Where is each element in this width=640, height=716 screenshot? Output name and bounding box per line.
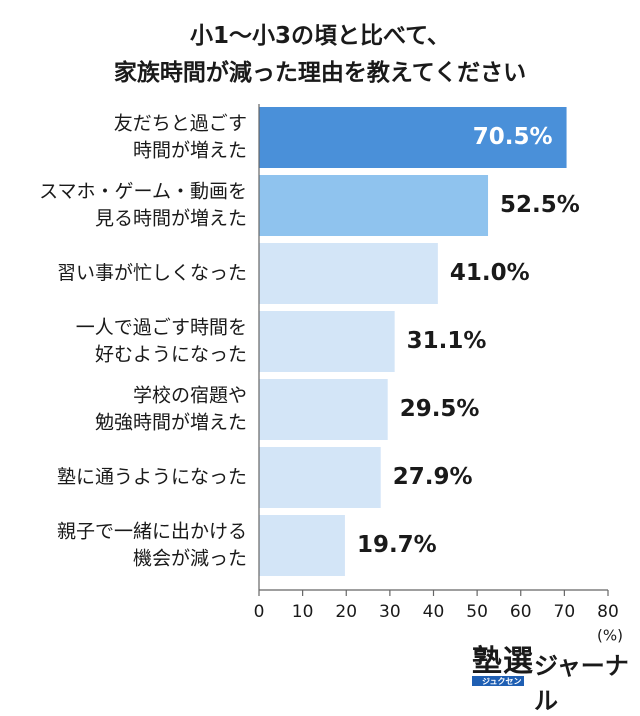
data-label: 27.9% — [393, 464, 473, 490]
category-label: 勉強時間が増えた — [95, 412, 247, 434]
logo-katakana: ジャーナル — [534, 652, 629, 715]
data-label: 19.7% — [357, 532, 437, 558]
bar — [259, 311, 395, 372]
x-tick-label: 10 — [292, 602, 314, 622]
brand-logo: 塾選 ジャーナル ジュクセン — [472, 636, 632, 715]
category-label: 友だちと過ごす — [114, 113, 247, 135]
bar — [259, 515, 345, 576]
category-label: 習い事が忙しくなった — [57, 262, 247, 284]
x-tick-label: 60 — [510, 602, 532, 622]
category-label: 見る時間が増えた — [95, 208, 247, 230]
bar — [259, 107, 567, 168]
logo-bar — [472, 676, 524, 686]
data-label: 70.5% — [473, 124, 553, 150]
bar — [259, 379, 388, 440]
bar — [259, 447, 381, 508]
data-label: 29.5% — [400, 396, 480, 422]
category-label: 機会が減った — [133, 548, 247, 570]
logo-small-text: ジュクセン — [482, 677, 522, 686]
category-label: 好むようになった — [95, 344, 247, 366]
x-tick-label: 20 — [335, 602, 357, 622]
category-label: 塾に通うようになった — [57, 466, 247, 488]
data-label: 41.0% — [450, 260, 530, 286]
x-tick-label: 0 — [254, 602, 265, 622]
data-label: 52.5% — [500, 192, 580, 218]
chart-title-line1: 小1〜小3の頃と比べて、 — [190, 23, 450, 49]
x-tick-label: 30 — [379, 602, 401, 622]
category-label: 学校の宿題や — [133, 385, 247, 407]
x-tick-label: 40 — [423, 602, 445, 622]
bar-chart: 友だちと過ごす時間が増えたスマホ・ゲーム・動画を見る時間が増えた習い事が忙しくな… — [39, 104, 623, 645]
data-label: 31.1% — [407, 328, 487, 354]
bar — [259, 175, 489, 236]
x-tick-label: 50 — [466, 602, 488, 622]
category-label: スマホ・ゲーム・動画を — [39, 181, 247, 203]
bar — [259, 243, 438, 304]
category-label: 時間が増えた — [133, 140, 247, 162]
chart-title-line2: 家族時間が減った理由を教えてください — [113, 60, 527, 86]
category-label: 親子で一緒に出かける — [57, 521, 247, 543]
x-tick-label: 70 — [554, 602, 576, 622]
x-axis-unit-label: (%) — [597, 627, 623, 645]
category-label: 一人で過ごす時間を — [76, 317, 247, 339]
x-tick-label: 80 — [597, 602, 619, 622]
logo-kanji: 塾選 — [472, 644, 534, 679]
